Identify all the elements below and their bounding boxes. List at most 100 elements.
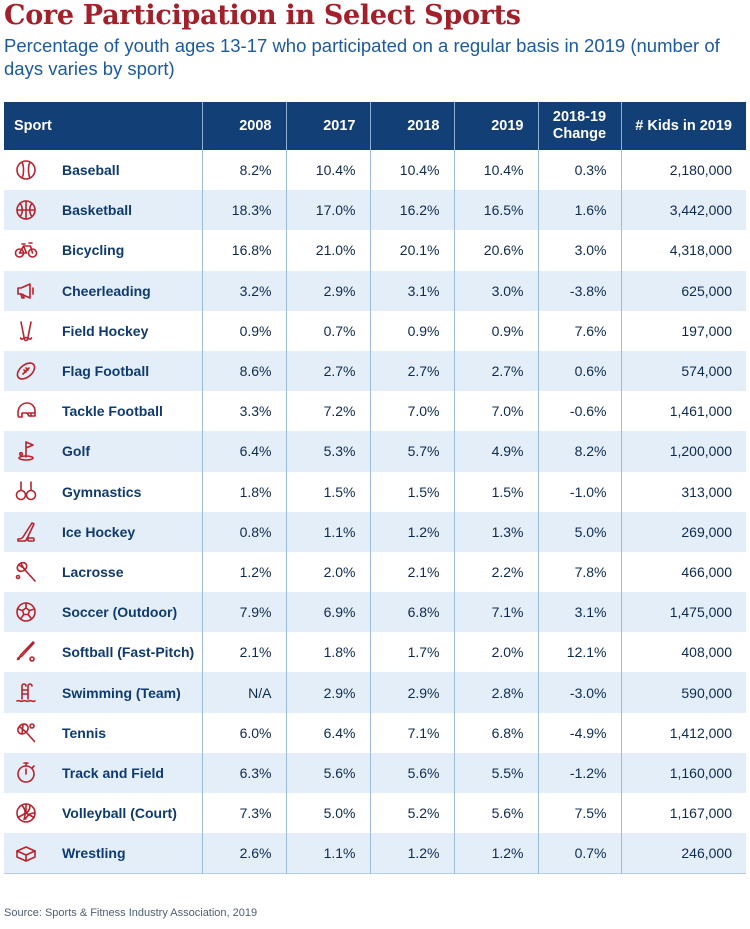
sport-cell: Flag Football bbox=[4, 351, 202, 391]
table-row: Flag Football 8.6% 2.7% 2.7% 2.7% 0.6% 574,000 bbox=[4, 350, 746, 392]
lacrosse-icon bbox=[14, 560, 38, 584]
value-cell-y2017: 6.9% bbox=[285, 592, 370, 633]
sport-cell: Field Hockey bbox=[4, 311, 202, 351]
table-row: Volleyball (Court) 7.3% 5.0% 5.2% 5.6% 7.5% 1,… bbox=[4, 793, 746, 834]
value-cell-y2008: 18.3% bbox=[201, 190, 286, 231]
value-cell-kids: 466,000 bbox=[620, 551, 746, 593]
value-cell-y2018: 2.9% bbox=[369, 672, 454, 713]
value-cell-y2018: 7.0% bbox=[369, 391, 454, 432]
value-cell-change: 7.6% bbox=[537, 310, 621, 351]
value-cell-y2018: 20.1% bbox=[369, 230, 454, 271]
value-cell-y2017: 5.6% bbox=[285, 752, 370, 793]
sport-cell: Wrestling bbox=[4, 833, 202, 873]
helmet-icon bbox=[14, 399, 38, 423]
value-cell-y2019: 2.0% bbox=[453, 632, 538, 673]
value-cell-y2008: 0.9% bbox=[201, 310, 286, 351]
sport-name: Track and Field bbox=[62, 764, 164, 781]
value-cell-y2018: 5.6% bbox=[369, 752, 454, 793]
value-cell-y2008: N/A bbox=[201, 672, 286, 713]
sport-cell: Lacrosse bbox=[4, 552, 202, 592]
value-cell-kids: 408,000 bbox=[620, 632, 746, 673]
value-cell-y2017: 21.0% bbox=[285, 230, 370, 271]
value-cell-y2019: 5.6% bbox=[453, 793, 538, 834]
value-cell-kids: 269,000 bbox=[620, 511, 746, 552]
sport-name: Volleyball (Court) bbox=[62, 805, 177, 822]
value-cell-kids: 590,000 bbox=[620, 672, 746, 713]
sport-cell: Volleyball (Court) bbox=[4, 793, 202, 833]
value-cell-change: -4.9% bbox=[537, 712, 621, 753]
value-cell-y2008: 6.4% bbox=[201, 431, 286, 472]
value-cell-change: 3.1% bbox=[537, 592, 621, 633]
value-cell-y2019: 16.5% bbox=[453, 190, 538, 231]
value-cell-change: -3.0% bbox=[537, 672, 621, 713]
value-cell-kids: 2,180,000 bbox=[620, 150, 746, 191]
sport-name: Bicycling bbox=[62, 242, 125, 259]
value-cell-y2008: 2.1% bbox=[201, 632, 286, 673]
participation-table: Sport 2008 2017 2018 2019 2018-19 Change… bbox=[4, 102, 746, 874]
value-cell-kids: 574,000 bbox=[620, 350, 746, 392]
table-row: Basketball 18.3% 17.0% 16.2% 16.5% 1.6% 3,442,… bbox=[4, 190, 746, 231]
value-cell-y2017: 1.1% bbox=[285, 833, 370, 874]
value-cell-y2017: 2.7% bbox=[285, 350, 370, 392]
value-cell-change: 7.5% bbox=[537, 793, 621, 834]
column-header: 2018-19 Change bbox=[537, 102, 621, 150]
sport-name: Swimming (Team) bbox=[62, 684, 181, 701]
value-cell-kids: 1,412,000 bbox=[620, 712, 746, 753]
value-cell-y2017: 2.9% bbox=[285, 270, 370, 311]
value-cell-y2019: 1.5% bbox=[453, 471, 538, 512]
sport-name: Basketball bbox=[62, 202, 133, 219]
table-row: Ice Hockey 0.8% 1.1% 1.2% 1.3% 5.0% 269,000 bbox=[4, 511, 746, 552]
golf-icon bbox=[14, 439, 38, 463]
sport-name: Soccer (Outdoor) bbox=[62, 604, 178, 621]
value-cell-change: -1.0% bbox=[537, 471, 621, 512]
source-note: Source: Sports & Fitness Industry Associ… bbox=[4, 907, 258, 919]
value-cell-kids: 625,000 bbox=[620, 270, 746, 311]
value-cell-kids: 1,167,000 bbox=[620, 793, 746, 834]
value-cell-y2019: 0.9% bbox=[453, 310, 538, 351]
sport-name: Wrestling bbox=[62, 845, 126, 862]
value-cell-y2019: 20.6% bbox=[453, 230, 538, 271]
sport-name: Cheerleading bbox=[62, 282, 151, 299]
table-row: Lacrosse 1.2% 2.0% 2.1% 2.2% 7.8% 466,000 bbox=[4, 551, 746, 593]
stopwatch-icon bbox=[14, 761, 38, 785]
sport-name: Flag Football bbox=[62, 363, 150, 380]
column-header: 2008 bbox=[201, 102, 286, 150]
value-cell-y2008: 16.8% bbox=[201, 230, 286, 271]
table-row: Swimming (Team) N/A 2.9% 2.9% 2.8% -3.0% 590,0… bbox=[4, 672, 746, 713]
column-header: Sport bbox=[14, 117, 52, 134]
value-cell-y2018: 16.2% bbox=[369, 190, 454, 231]
value-cell-y2008: 8.2% bbox=[201, 150, 286, 191]
value-cell-change: 3.0% bbox=[537, 230, 621, 271]
value-cell-y2008: 7.9% bbox=[201, 592, 286, 633]
value-cell-y2019: 5.5% bbox=[453, 752, 538, 793]
column-header: 2019 bbox=[453, 102, 538, 150]
column-header: # Kids in 2019 bbox=[620, 102, 746, 150]
sport-cell: Gymnastics bbox=[4, 472, 202, 512]
value-cell-y2017: 2.0% bbox=[285, 551, 370, 593]
value-cell-change: 1.6% bbox=[537, 190, 621, 231]
baseball-icon bbox=[14, 158, 38, 182]
value-cell-y2017: 2.9% bbox=[285, 672, 370, 713]
swimming-pool-icon bbox=[14, 681, 38, 705]
value-cell-y2017: 1.5% bbox=[285, 471, 370, 512]
value-cell-y2019: 7.0% bbox=[453, 391, 538, 432]
value-cell-y2017: 5.3% bbox=[285, 431, 370, 472]
value-cell-y2008: 3.2% bbox=[201, 270, 286, 311]
value-cell-y2019: 2.2% bbox=[453, 551, 538, 593]
value-cell-y2019: 1.2% bbox=[453, 833, 538, 874]
table-body: Baseball 8.2% 10.4% 10.4% 10.4% 0.3% 2,180,000… bbox=[4, 150, 746, 874]
value-cell-y2018: 6.8% bbox=[369, 592, 454, 633]
value-cell-y2018: 7.1% bbox=[369, 712, 454, 753]
value-cell-y2008: 7.3% bbox=[201, 793, 286, 834]
sport-cell: Basketball bbox=[4, 190, 202, 230]
field-hockey-icon bbox=[14, 319, 38, 343]
sport-cell: Softball (Fast-Pitch) bbox=[4, 632, 202, 672]
value-cell-kids: 1,160,000 bbox=[620, 752, 746, 793]
value-cell-change: 0.3% bbox=[537, 150, 621, 191]
value-cell-y2018: 2.1% bbox=[369, 551, 454, 593]
sport-cell: Soccer (Outdoor) bbox=[4, 592, 202, 632]
sport-name: Field Hockey bbox=[62, 322, 149, 339]
value-cell-y2017: 5.0% bbox=[285, 793, 370, 834]
value-cell-change: 8.2% bbox=[537, 431, 621, 472]
sport-cell: Swimming (Team) bbox=[4, 672, 202, 712]
